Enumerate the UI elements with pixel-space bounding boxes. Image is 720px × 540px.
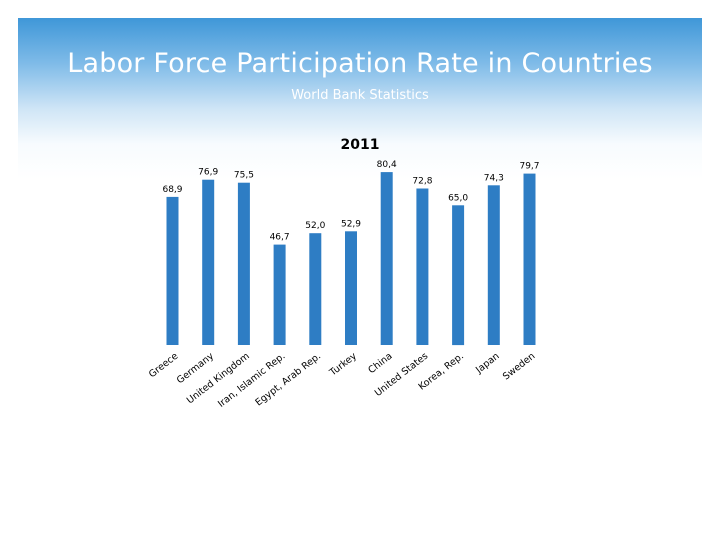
data-label-7: 72,8 [412, 177, 432, 187]
data-label-5: 52,9 [341, 219, 361, 229]
category-label-10: Sweden [501, 351, 537, 383]
slide-title: Labor Force Participation Rate in Countr… [67, 48, 653, 79]
bar-7 [416, 188, 429, 345]
data-label-2: 75,5 [234, 171, 254, 181]
data-label-0: 68,9 [162, 185, 182, 195]
data-label-4: 52,0 [305, 221, 325, 231]
category-label-2: United Kingdom [185, 351, 252, 407]
slide-background [18, 18, 702, 522]
category-label-5: Turkey [327, 350, 359, 379]
bar-9 [487, 185, 500, 345]
data-label-1: 76,9 [198, 168, 218, 178]
bar-10 [523, 173, 536, 345]
bar-5 [345, 231, 357, 345]
data-label-9: 74,3 [484, 173, 504, 183]
slide-subtitle: World Bank Statistics [291, 88, 429, 103]
category-label-3: Iran, Islamic Rep. [216, 351, 287, 410]
category-label-9: Japan [473, 351, 501, 377]
bar-0 [166, 196, 179, 345]
bar-1 [202, 179, 215, 345]
bar-4 [309, 233, 322, 345]
data-label-3: 46,7 [270, 233, 290, 243]
data-label-10: 79,7 [519, 162, 539, 172]
category-label-4: Egypt, Arab Rep. [253, 351, 323, 409]
bar-3 [273, 244, 286, 345]
chart-title: 2011 [340, 137, 380, 153]
bar-8 [452, 205, 465, 346]
bar-6 [380, 172, 393, 345]
category-label-6: China [366, 351, 394, 376]
bar-2 [237, 182, 250, 345]
category-label-0: Greece [147, 351, 181, 381]
data-label-6: 80,4 [377, 160, 397, 170]
data-label-8: 65,0 [448, 193, 468, 203]
